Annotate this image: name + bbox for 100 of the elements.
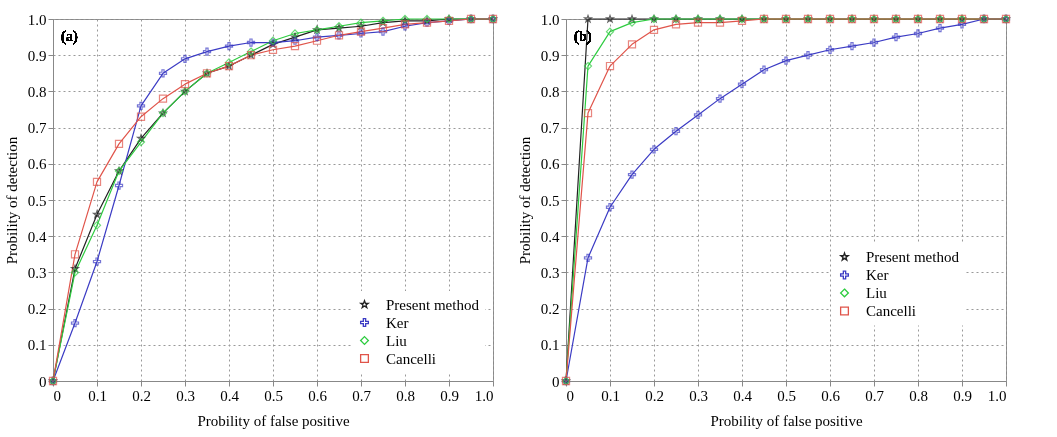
x-tick-label: 0.2 <box>132 387 151 404</box>
x-tick-label: 0.8 <box>396 387 415 404</box>
point <box>378 23 388 33</box>
point <box>268 45 278 54</box>
point <box>290 42 300 51</box>
x-tick-label: 0.7 <box>352 387 372 404</box>
point <box>70 250 80 259</box>
point <box>583 253 593 263</box>
legend-label: Liu <box>386 332 408 349</box>
point <box>891 32 901 42</box>
point <box>246 38 256 47</box>
point <box>605 27 615 36</box>
point <box>628 14 636 23</box>
point <box>70 318 80 328</box>
y-axis-title: Probility of detection <box>3 136 20 265</box>
y-tick-label: 0.1 <box>540 337 560 354</box>
point <box>671 20 681 29</box>
point <box>715 18 725 27</box>
x-tick-label: 0.5 <box>777 387 796 404</box>
point <box>693 18 703 27</box>
y-tick-label: 0.9 <box>27 47 47 64</box>
y-tick-label: 1.0 <box>540 11 560 28</box>
point <box>627 40 637 49</box>
x-tick-label: 0.1 <box>601 387 620 404</box>
x-tick-label: 0.9 <box>953 387 972 404</box>
point <box>356 18 366 27</box>
point <box>649 145 659 154</box>
y-tick-label: 0.4 <box>540 228 560 245</box>
x-tick-label: 0.4 <box>220 387 240 404</box>
y-tick-label: 0.2 <box>540 301 560 318</box>
point <box>957 20 967 29</box>
point <box>869 38 879 47</box>
annotation: (a) <box>61 28 78 45</box>
y-tick-label: 0.9 <box>540 47 560 64</box>
point <box>935 23 945 33</box>
point <box>114 139 124 149</box>
x-tick-label: 0.7 <box>865 387 885 404</box>
point <box>71 264 79 273</box>
point <box>715 94 725 103</box>
point <box>913 29 923 38</box>
x-tick-label: 0.3 <box>176 387 195 404</box>
point <box>136 101 146 111</box>
y-tick-label: 0.7 <box>540 120 560 137</box>
point <box>583 108 593 118</box>
point <box>92 257 102 266</box>
point <box>357 22 365 30</box>
point <box>137 134 145 142</box>
x-tick-label: 0.8 <box>909 387 928 404</box>
x-tick-label: 0.6 <box>308 387 328 404</box>
point <box>605 203 615 212</box>
annotation: (b) <box>574 28 592 45</box>
x-tick-label: 0.4 <box>733 387 753 404</box>
y-tick-label: 1.0 <box>27 11 47 28</box>
point <box>671 127 681 136</box>
point <box>312 36 322 45</box>
point <box>92 221 102 230</box>
point <box>781 56 791 65</box>
point <box>693 110 703 120</box>
x-tick-label: 0 <box>53 387 61 404</box>
y-tick-label: 0.5 <box>540 192 560 209</box>
point <box>847 42 857 51</box>
y-tick-label: 0.6 <box>27 156 47 173</box>
point <box>114 181 124 190</box>
y-axis-title: Probility of detection <box>516 136 533 265</box>
point <box>605 61 615 71</box>
point <box>224 58 234 67</box>
y-tick-label: 0.8 <box>540 83 560 100</box>
legend-label: Ker <box>866 266 889 283</box>
legend-label: Cancelli <box>866 302 916 319</box>
y-tick-label: 0.2 <box>27 301 47 318</box>
point <box>92 177 102 187</box>
point <box>158 94 168 103</box>
point <box>180 54 190 63</box>
y-tick-label: 0.7 <box>27 120 47 137</box>
legend-label: Cancelli <box>386 350 436 367</box>
y-tick-label: 0.6 <box>540 156 560 173</box>
point <box>627 18 637 27</box>
point <box>180 80 190 89</box>
x-tick-label: 1.0 <box>474 387 494 404</box>
x-tick-label: 0.3 <box>689 387 708 404</box>
point <box>584 14 592 23</box>
x-tick-label: 0.5 <box>264 387 283 404</box>
x-axis-title: Probility of false positive <box>710 412 863 429</box>
legend-label: Liu <box>866 284 888 301</box>
point <box>378 27 388 36</box>
y-tick-label: 0.3 <box>540 264 560 281</box>
y-tick-label: 0 <box>552 373 560 390</box>
x-tick-label: 0 <box>566 387 574 404</box>
x-tick-label: 0.2 <box>645 387 664 404</box>
point <box>803 51 813 60</box>
x-tick-label: 0.9 <box>440 387 459 404</box>
point <box>583 61 593 71</box>
point <box>825 45 835 54</box>
y-tick-label: 0.5 <box>27 192 47 209</box>
point <box>136 112 146 121</box>
legend-label: Ker <box>386 314 409 331</box>
point <box>649 25 659 34</box>
point <box>627 170 637 179</box>
legend-label: Present method <box>386 296 480 313</box>
legend-label: Present method <box>866 248 960 265</box>
